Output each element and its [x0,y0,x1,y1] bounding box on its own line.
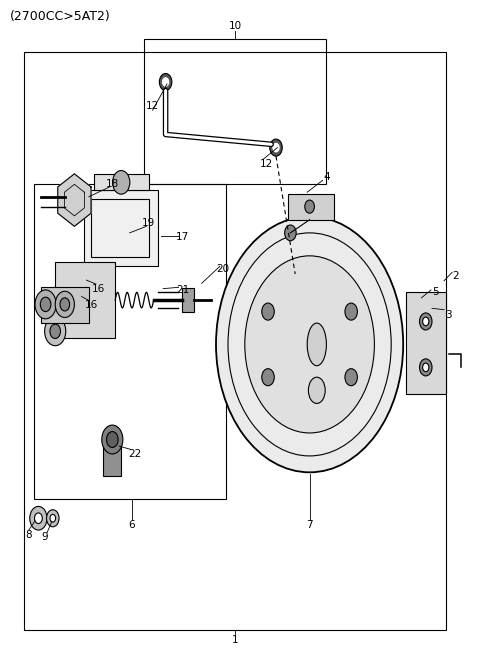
Ellipse shape [307,323,326,366]
Text: 6: 6 [129,520,135,530]
Bar [24,52,446,630]
Circle shape [47,510,59,527]
Text: 2: 2 [453,270,459,281]
Circle shape [345,303,358,320]
Circle shape [30,506,47,530]
Ellipse shape [309,377,325,403]
Text: 20: 20 [216,264,230,274]
Circle shape [60,298,70,311]
Bar [84,190,158,266]
Circle shape [35,290,56,319]
Text: 9: 9 [41,531,48,542]
Text: 18: 18 [106,178,120,189]
Bar [288,194,334,220]
Text: 10: 10 [228,21,242,31]
Circle shape [285,225,296,241]
Circle shape [270,139,282,156]
Text: 16: 16 [92,283,105,294]
Text: 4: 4 [323,172,330,182]
Circle shape [422,317,429,325]
Text: 19: 19 [142,218,156,228]
Bar [91,199,149,257]
Bar [55,262,115,338]
Polygon shape [58,174,91,226]
Bar [41,287,89,323]
Circle shape [345,369,358,386]
Circle shape [102,425,123,454]
Text: 3: 3 [445,310,452,320]
Circle shape [216,216,403,472]
Bar [94,174,149,190]
Text: 12: 12 [260,159,273,169]
Text: 7: 7 [306,520,313,530]
Circle shape [50,324,60,338]
Text: 12: 12 [146,101,159,112]
Bar [144,39,326,184]
Circle shape [112,171,130,194]
Circle shape [420,359,432,376]
Text: 8: 8 [25,529,32,540]
Text: 22: 22 [128,449,141,459]
Circle shape [305,200,314,213]
Bar [103,440,121,476]
Text: 17: 17 [176,232,189,243]
Text: 21: 21 [176,285,189,295]
Circle shape [422,363,429,371]
Circle shape [40,297,51,312]
Bar [182,288,194,312]
Circle shape [55,291,74,318]
Circle shape [35,513,42,523]
Circle shape [159,73,172,91]
Circle shape [420,313,432,330]
Bar [406,292,446,394]
Circle shape [273,144,279,152]
Circle shape [162,77,169,86]
Circle shape [45,317,66,346]
Circle shape [107,432,118,447]
Text: 5: 5 [432,287,439,297]
Circle shape [50,304,60,319]
Circle shape [45,297,66,326]
Text: (2700CC>5AT2): (2700CC>5AT2) [10,10,110,23]
Circle shape [50,514,56,522]
Circle shape [245,256,374,433]
Circle shape [262,303,274,320]
Bar [34,184,226,499]
Circle shape [262,369,274,386]
Text: 16: 16 [84,300,98,310]
Text: 1: 1 [232,634,239,645]
